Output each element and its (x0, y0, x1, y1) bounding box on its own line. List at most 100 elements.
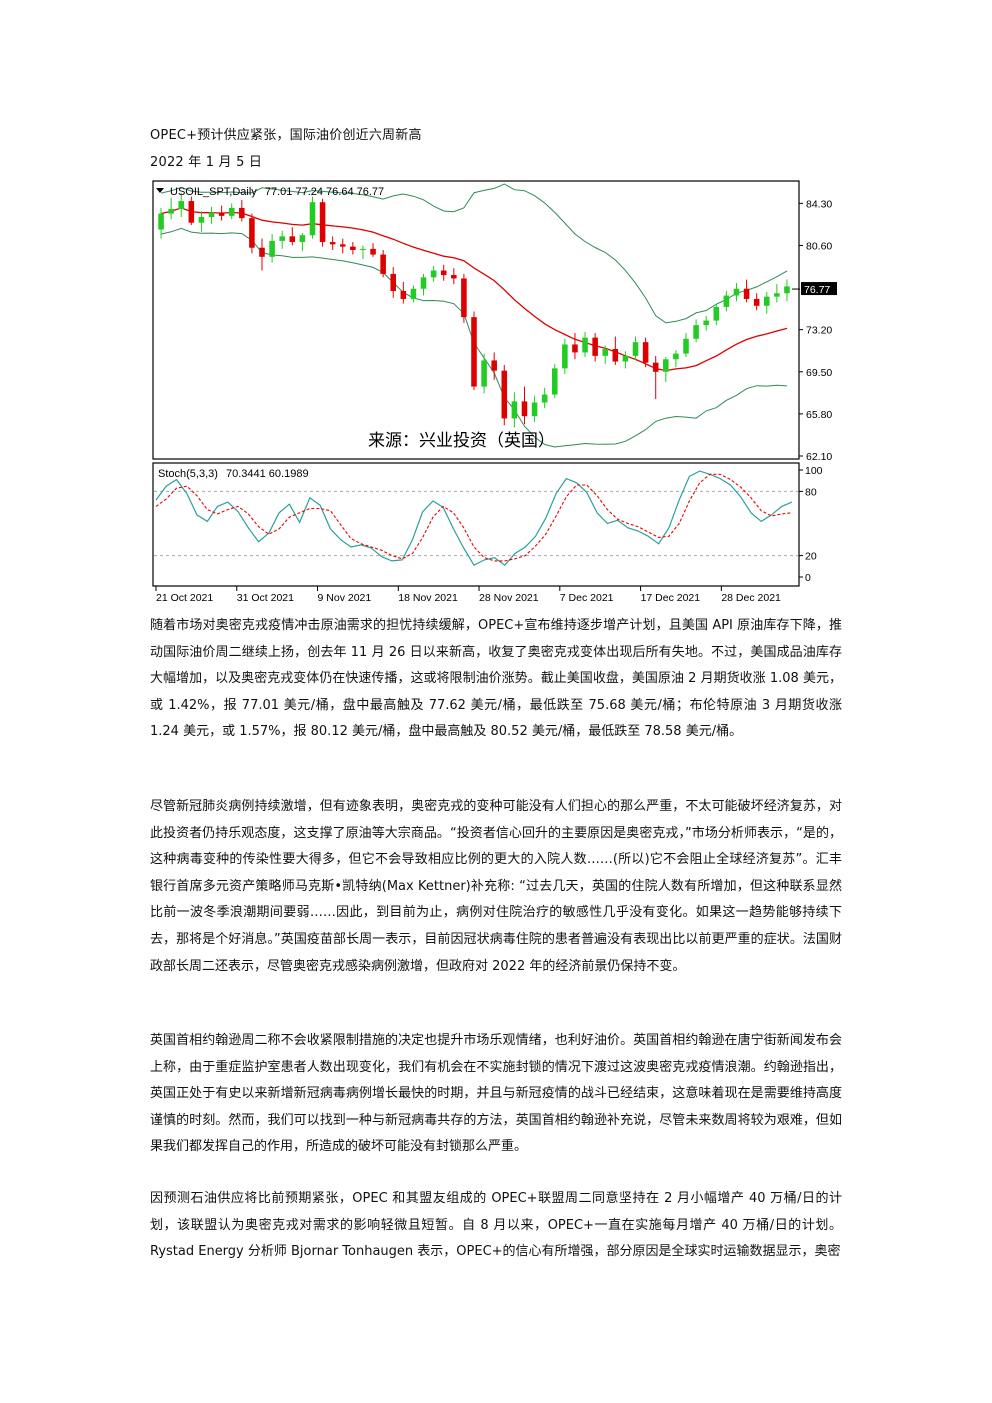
candle (461, 273, 467, 323)
paragraph-2: 尽管新冠肺炎病例持续激增，但有迹象表明，奥密克戎的变种可能没有人们担心的那么严重… (150, 799, 842, 974)
candle (158, 207, 164, 239)
candle (632, 336, 639, 361)
chart-menu-triangle-icon[interactable] (156, 188, 164, 193)
candle-body (663, 359, 669, 372)
candle (249, 213, 255, 254)
chart-watermark: 来源：兴业投资（英国） (368, 431, 555, 451)
candle (713, 303, 720, 326)
stoch-axis-label: 0 (805, 572, 811, 584)
candle-body (743, 288, 750, 299)
chart-symbol-label: USOIL_SPT,Daily 77.01 77.24 76.64 76.77 (170, 186, 384, 198)
time-axis-label: 21 Oct 2021 (156, 592, 213, 604)
candle (673, 350, 679, 368)
stoch-label: Stoch(5,3,3) 70.3441 60.1989 (158, 468, 309, 480)
candle-body (158, 213, 164, 230)
price-axis-label: 80.60 (806, 240, 832, 252)
document-date: 2022 年 1 月 5 日 (150, 155, 263, 170)
candle (259, 238, 265, 271)
candle-body (400, 290, 407, 299)
candle (733, 283, 740, 302)
candle-body (592, 337, 598, 356)
candle (228, 203, 235, 220)
stoch-axis-label: 100 (805, 465, 823, 477)
document-title: OPEC+预计供应紧张，国际油价创近六周新高 (150, 128, 422, 143)
candle (612, 336, 619, 365)
candle (198, 211, 205, 232)
candle-body (249, 218, 255, 248)
candle-body (461, 278, 467, 318)
time-axis-label: 28 Dec 2021 (721, 592, 781, 604)
time-axis-label: 28 Nov 2021 (479, 592, 539, 604)
price-panel-frame (152, 180, 800, 460)
candle (178, 193, 185, 218)
candle (471, 311, 477, 390)
candle-body (572, 344, 578, 353)
candle (582, 331, 588, 357)
candle (743, 279, 750, 303)
price-axis-label: 62.10 (806, 451, 832, 463)
candle-body (693, 325, 699, 339)
candle-body (632, 342, 639, 356)
candle-body (451, 275, 457, 279)
candle (501, 364, 508, 426)
candle (370, 243, 376, 257)
stoch-d-line (155, 473, 793, 562)
time-axis-label: 9 Nov 2021 (318, 592, 372, 604)
candle (430, 265, 437, 282)
candle-body (299, 235, 306, 243)
candle (188, 196, 195, 225)
candle-body (390, 273, 397, 291)
candle (622, 351, 629, 369)
candle-body (511, 401, 518, 419)
candle-body (784, 286, 790, 294)
price-axis-label: 73.20 (806, 325, 832, 337)
candle (279, 230, 285, 249)
candle (763, 292, 770, 314)
candle (309, 196, 316, 239)
candle (168, 197, 174, 220)
candle (360, 245, 366, 260)
candle (269, 234, 275, 263)
candle-body (188, 201, 195, 223)
candle (683, 333, 689, 357)
svg-text:76.77: 76.77 (804, 284, 830, 296)
paragraph-4: 因预测石油供应将比前预期紧张，OPEC 和其盟友组成的 OPEC+联盟周二同意坚… (150, 1191, 842, 1260)
candle-body (753, 298, 760, 306)
candle-body (360, 248, 366, 251)
candle-body (551, 368, 558, 395)
candle-body (178, 201, 185, 210)
price-axis-label: 65.80 (806, 409, 832, 421)
candle (753, 293, 760, 311)
candle (602, 345, 609, 364)
candle-body (612, 349, 619, 362)
candle-body (168, 209, 174, 214)
candle-body (582, 337, 588, 353)
candle (541, 387, 548, 409)
candle (481, 353, 487, 394)
time-axis-label: 31 Oct 2021 (237, 592, 294, 604)
candle (380, 250, 386, 278)
paragraph-3: 英国首相约翰逊周二称不会收紧限制措施的决定也提升市场乐观情绪，也利好油价。英国首… (150, 1033, 842, 1155)
candle (350, 242, 356, 255)
stoch-axis-label: 20 (805, 551, 817, 563)
candle (451, 268, 457, 285)
candle (239, 199, 245, 222)
candle (774, 284, 780, 303)
candle-body (289, 236, 296, 243)
candle (410, 285, 417, 303)
candle (390, 267, 397, 298)
candle (491, 352, 497, 380)
candle-body (410, 288, 417, 299)
moving-average-line (160, 207, 788, 372)
candle-body (430, 270, 437, 278)
stoch-axis-label: 80 (805, 486, 817, 498)
price-axis-label: 69.50 (806, 367, 832, 379)
candle-body (652, 362, 659, 372)
candle-body (481, 360, 487, 387)
candle-body (319, 202, 326, 243)
price-axis-label: 84.30 (806, 198, 832, 210)
candle-body (703, 320, 709, 326)
candle-body (733, 288, 740, 296)
candle (693, 319, 699, 343)
candle-body (673, 353, 679, 360)
